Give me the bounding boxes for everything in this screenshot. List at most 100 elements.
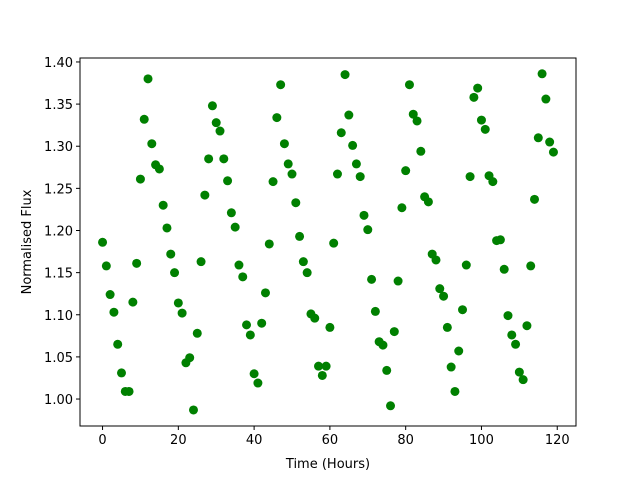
point bbox=[367, 274, 377, 284]
x-tick-label: 120 bbox=[545, 433, 570, 448]
y-tick-label: 1.30 bbox=[44, 140, 73, 155]
x-tick-label: 0 bbox=[98, 433, 106, 448]
point bbox=[397, 203, 407, 213]
point bbox=[511, 339, 521, 349]
point bbox=[101, 261, 111, 271]
point bbox=[173, 298, 183, 308]
point bbox=[389, 327, 399, 337]
point bbox=[204, 154, 214, 164]
y-tick-label: 1.15 bbox=[44, 267, 73, 282]
point bbox=[253, 378, 263, 388]
point bbox=[348, 140, 358, 150]
point bbox=[332, 169, 342, 179]
y-tick-label: 1.05 bbox=[44, 351, 73, 366]
point bbox=[530, 194, 540, 204]
point bbox=[287, 169, 297, 179]
y-tick-label: 1.20 bbox=[44, 224, 73, 239]
y-tick-label: 1.35 bbox=[44, 98, 73, 113]
point bbox=[177, 308, 187, 318]
point bbox=[386, 401, 396, 411]
point bbox=[162, 223, 172, 233]
point bbox=[200, 190, 210, 200]
point bbox=[461, 260, 471, 270]
point bbox=[435, 284, 445, 294]
x-tick-label: 40 bbox=[246, 433, 263, 448]
point bbox=[495, 235, 505, 245]
point bbox=[522, 321, 532, 331]
point bbox=[545, 137, 555, 147]
y-axis-label: Normalised Flux bbox=[20, 189, 35, 294]
point bbox=[336, 128, 346, 138]
point bbox=[458, 305, 468, 315]
point bbox=[363, 225, 373, 235]
point bbox=[245, 330, 255, 340]
point bbox=[257, 318, 267, 328]
point bbox=[295, 231, 305, 241]
point bbox=[317, 370, 327, 380]
point bbox=[340, 70, 350, 80]
point bbox=[480, 124, 490, 134]
point bbox=[132, 258, 142, 268]
point bbox=[514, 367, 524, 377]
point bbox=[234, 260, 244, 270]
point bbox=[321, 361, 331, 371]
x-tick-label: 100 bbox=[469, 433, 494, 448]
point bbox=[105, 290, 115, 300]
point bbox=[450, 386, 460, 396]
point bbox=[188, 405, 198, 415]
point bbox=[499, 264, 509, 274]
point bbox=[268, 177, 278, 187]
point bbox=[272, 113, 282, 123]
point bbox=[116, 368, 126, 378]
point bbox=[170, 268, 180, 278]
point bbox=[279, 139, 289, 149]
point bbox=[260, 288, 270, 298]
point bbox=[113, 339, 123, 349]
point bbox=[302, 268, 312, 278]
point bbox=[276, 80, 286, 90]
point bbox=[223, 176, 233, 186]
point bbox=[446, 362, 456, 372]
point bbox=[329, 238, 339, 248]
y-tick-label: 1.25 bbox=[44, 182, 73, 197]
point bbox=[423, 197, 433, 207]
x-tick-label: 20 bbox=[170, 433, 187, 448]
point bbox=[219, 154, 229, 164]
point bbox=[548, 147, 558, 157]
point bbox=[166, 249, 176, 259]
point bbox=[393, 276, 403, 286]
point bbox=[473, 83, 483, 93]
point bbox=[109, 307, 119, 317]
point bbox=[135, 174, 145, 184]
point bbox=[507, 330, 517, 340]
axes-frame bbox=[79, 57, 577, 427]
point bbox=[314, 361, 324, 371]
y-tick-label: 1.10 bbox=[44, 309, 73, 324]
point bbox=[412, 116, 422, 126]
point bbox=[238, 272, 248, 282]
point bbox=[370, 306, 380, 316]
point bbox=[298, 257, 308, 267]
point bbox=[310, 313, 320, 323]
point bbox=[98, 237, 108, 247]
point bbox=[355, 172, 365, 182]
point bbox=[344, 110, 354, 120]
point bbox=[378, 340, 388, 350]
point bbox=[465, 172, 475, 182]
point bbox=[359, 210, 369, 220]
point bbox=[503, 311, 513, 321]
point bbox=[230, 222, 240, 232]
point bbox=[469, 92, 479, 102]
point bbox=[242, 320, 252, 330]
point bbox=[408, 109, 418, 119]
point bbox=[283, 159, 293, 169]
point bbox=[249, 369, 259, 379]
point bbox=[215, 126, 225, 136]
x-tick-label: 80 bbox=[397, 433, 414, 448]
point bbox=[431, 255, 441, 265]
point bbox=[541, 94, 551, 104]
point bbox=[147, 139, 157, 149]
y-tick-label: 1.40 bbox=[44, 56, 73, 71]
point bbox=[488, 177, 498, 187]
